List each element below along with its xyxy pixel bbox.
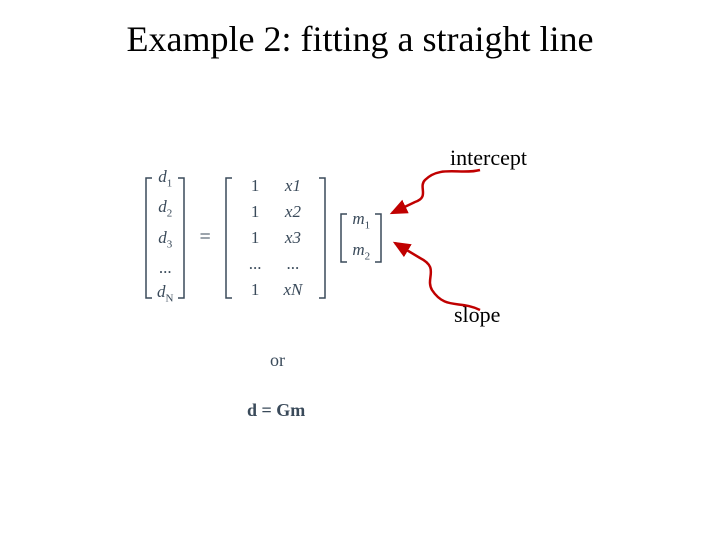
bracket-left-m	[340, 213, 348, 263]
or-text: or	[270, 350, 285, 371]
bracket-right-d	[177, 177, 185, 299]
matrix-equation: d1 d2 d3 ... dN = 1x1 1x2 1x3 ...... 1xN…	[145, 165, 382, 311]
bracket-right-m	[374, 213, 382, 263]
matrix-g: 1x1 1x2 1x3 ...... 1xN	[237, 172, 315, 304]
vector-d: d1 d2 d3 ... dN	[157, 165, 173, 311]
page-title: Example 2: fitting a straight line	[0, 18, 720, 60]
equals-sign: =	[199, 226, 210, 249]
short-equation: d = Gm	[247, 400, 305, 421]
bracket-right-g	[318, 177, 326, 299]
label-slope: slope	[454, 302, 500, 328]
label-intercept: intercept	[450, 145, 527, 171]
bracket-left-g	[225, 177, 233, 299]
bracket-left-d	[145, 177, 153, 299]
vector-m: m1 m2	[352, 207, 370, 268]
